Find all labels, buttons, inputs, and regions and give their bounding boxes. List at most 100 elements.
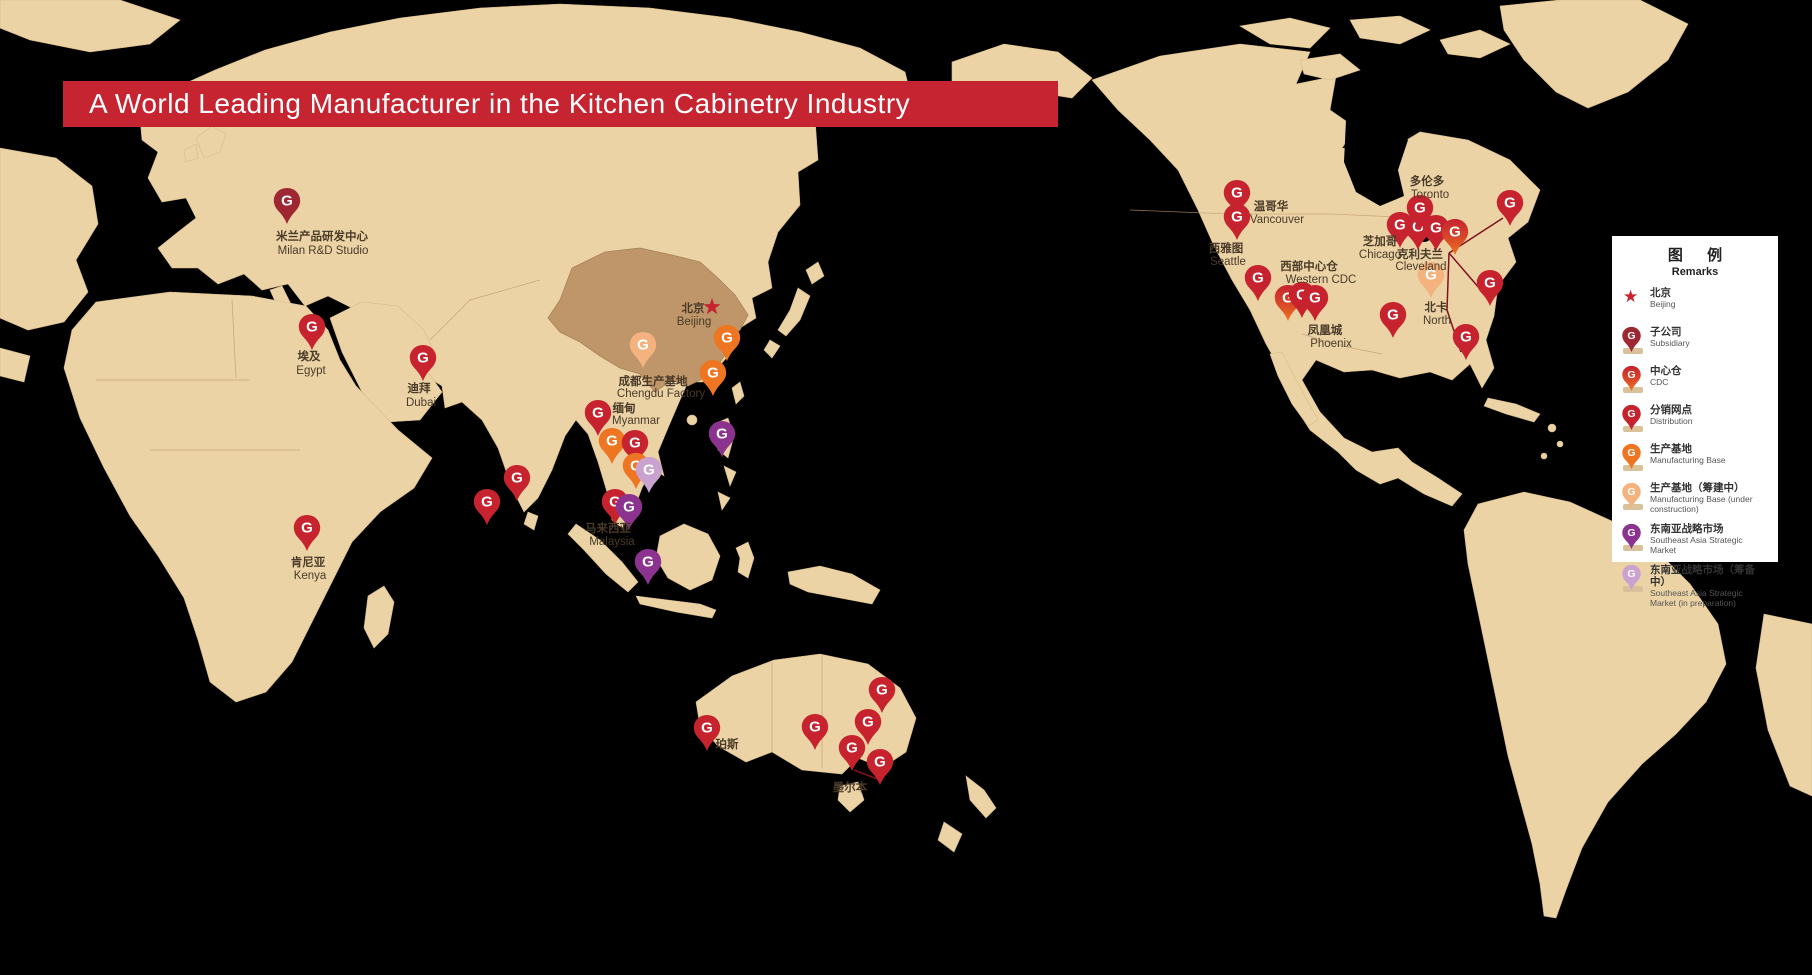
map-pin-egypt[interactable]: G [298, 314, 326, 350]
star-icon: ★ [1623, 287, 1639, 306]
map-pin-brisbane[interactable]: G [868, 677, 896, 713]
legend-label-en: Distribution [1650, 416, 1693, 426]
beijing-star [703, 298, 721, 315]
map-pin-us-northeast[interactable]: G [1496, 190, 1524, 226]
map-pin-texas[interactable]: G [1379, 302, 1407, 338]
cdc-pin-icon: G [1620, 365, 1646, 395]
svg-text:G: G [809, 719, 821, 736]
map-pin-dubai[interactable]: G [409, 345, 437, 381]
map-pin-china-east[interactable]: G [713, 325, 741, 361]
svg-text:Beijing: Beijing [677, 316, 712, 328]
svg-text:马来西亚: 马来西亚 [585, 521, 631, 535]
map-pin-thailand-mfg[interactable]: G [598, 428, 626, 464]
svg-text:G: G [417, 350, 429, 367]
map-pin-india-east[interactable]: G [503, 465, 531, 501]
svg-text:G: G [609, 494, 621, 511]
map-label-egypt: 埃及 Egypt [296, 349, 326, 377]
svg-text:Malaysia: Malaysia [589, 536, 635, 548]
map-pin-us-southeast[interactable]: G [1452, 324, 1480, 360]
map-pin-vancouver[interactable]: G [1223, 180, 1251, 216]
mfg-pin-icon: G [1620, 443, 1646, 473]
map-pin-malaysia-sea[interactable]: G [615, 494, 643, 530]
svg-text:凤凰城: 凤凰城 [1308, 323, 1343, 337]
svg-text:G: G [1296, 287, 1308, 304]
legend-panel: 图 例 Remarks ★ 北京 Beijing G 子公司 Subsidiary G 中心仓… [1612, 236, 1778, 608]
svg-text:G: G [281, 193, 293, 210]
svg-text:G: G [592, 405, 604, 422]
svg-text:G: G [481, 494, 493, 511]
svg-text:G: G [862, 714, 874, 731]
map-pin-chengdu[interactable]: G [629, 332, 657, 368]
legend-subtitle: Remarks [1671, 266, 1719, 278]
mfg_uc-pin-icon: G [1620, 482, 1646, 512]
legend-label-en: Manufacturing Base [1650, 455, 1726, 465]
svg-text:G: G [1504, 195, 1516, 212]
map-pin-india-west[interactable]: G [473, 489, 501, 525]
map-label-melbourne: 墨尔本 [833, 780, 868, 794]
map-pin-us-east[interactable]: G [1476, 270, 1504, 306]
svg-text:Chengdu Factory: Chengdu Factory [617, 388, 705, 400]
legend-label-zh: 生产基地 [1650, 443, 1692, 455]
map-pin-sydney[interactable]: G [854, 709, 882, 745]
map-pin-xiamen[interactable]: G [699, 360, 727, 396]
map-pin-adelaide[interactable]: G [801, 714, 829, 750]
map-pin-seattle[interactable]: G [1223, 204, 1251, 240]
continents [0, 0, 1812, 919]
legend-label-zh: 子公司 [1650, 326, 1682, 338]
svg-text:G: G [1231, 185, 1243, 202]
map-pin-philippines-sea[interactable]: G [708, 421, 736, 457]
map-pin-phoenix-b[interactable]: G [1301, 285, 1329, 321]
svg-text:G: G [1394, 217, 1406, 234]
legend-title: 图 例 [1667, 247, 1733, 264]
legend-item-distribution: G 分销网点 Distribution [1620, 404, 1770, 434]
svg-text:珀斯: 珀斯 [716, 737, 739, 751]
svg-text:G: G [642, 554, 654, 571]
legend-item-beijing_star: ★ 北京 Beijing [1620, 287, 1770, 317]
legend-item-sea_prep: G 东南亚战略市场（筹备中） Southeast Asia Strategic Ma… [1620, 564, 1770, 608]
svg-text:G: G [623, 499, 635, 516]
map-pin-melbourne[interactable]: G [838, 735, 866, 771]
svg-text:米兰产品研发中心: 米兰产品研发中心 [275, 229, 368, 243]
svg-text:克利夫兰: 克利夫兰 [1396, 247, 1443, 261]
legend-item-mfg: G 生产基地 Manufacturing Base [1620, 443, 1770, 473]
svg-text:G: G [1252, 270, 1264, 287]
svg-text:Seattle: Seattle [1210, 256, 1246, 268]
map-pin-toronto[interactable]: G [1406, 195, 1434, 231]
map-pin-au-offshore[interactable]: G [866, 749, 894, 785]
map-pin-cleveland-b[interactable]: G [1422, 215, 1450, 251]
title-banner-text: A World Leading Manufacturer in the Kitc… [89, 88, 911, 119]
map-pin-perth[interactable]: G [693, 715, 721, 751]
svg-text:G: G [874, 754, 886, 771]
map-pin-kenya[interactable]: G [293, 515, 321, 551]
svg-text:G: G [1309, 290, 1321, 307]
map-pin-north-carolina[interactable]: G [1417, 262, 1445, 298]
legend-item-sea: G 东南亚战略市场 Southeast Asia Strategic Market [1620, 523, 1770, 555]
map-pin-milan[interactable]: G [273, 188, 301, 224]
svg-text:G: G [1484, 275, 1496, 292]
svg-text:Toronto: Toronto [1411, 189, 1449, 201]
svg-text:G: G [1627, 568, 1635, 580]
legend-items: ★ 北京 Beijing G 子公司 Subsidiary G 中心仓 CDC G 分销网点 Dist… [1620, 287, 1770, 608]
map-pin-us-west[interactable]: G [1244, 265, 1272, 301]
svg-text:G: G [1627, 486, 1635, 498]
svg-text:G: G [1387, 307, 1399, 324]
svg-text:Cleveland: Cleveland [1395, 261, 1446, 273]
map-pin-indonesia-sea[interactable]: G [634, 549, 662, 585]
legend-label-en: Southeast Asia Strategic Market (in prep… [1650, 588, 1743, 608]
legend-label-zh: 分销网点 [1650, 404, 1692, 416]
svg-text:墨尔本: 墨尔本 [833, 780, 868, 794]
map-pin-myanmar[interactable]: G [584, 400, 612, 436]
map-pin-thailand[interactable]: G [621, 430, 649, 466]
map-pin-vietnam-prep[interactable]: G [635, 457, 663, 493]
legend-label-zh: 生产基地（筹建中） [1650, 482, 1745, 494]
svg-text:North: North [1423, 315, 1451, 327]
map-pin-eastern-cdc[interactable]: G [1441, 219, 1469, 255]
svg-text:G: G [846, 740, 858, 757]
